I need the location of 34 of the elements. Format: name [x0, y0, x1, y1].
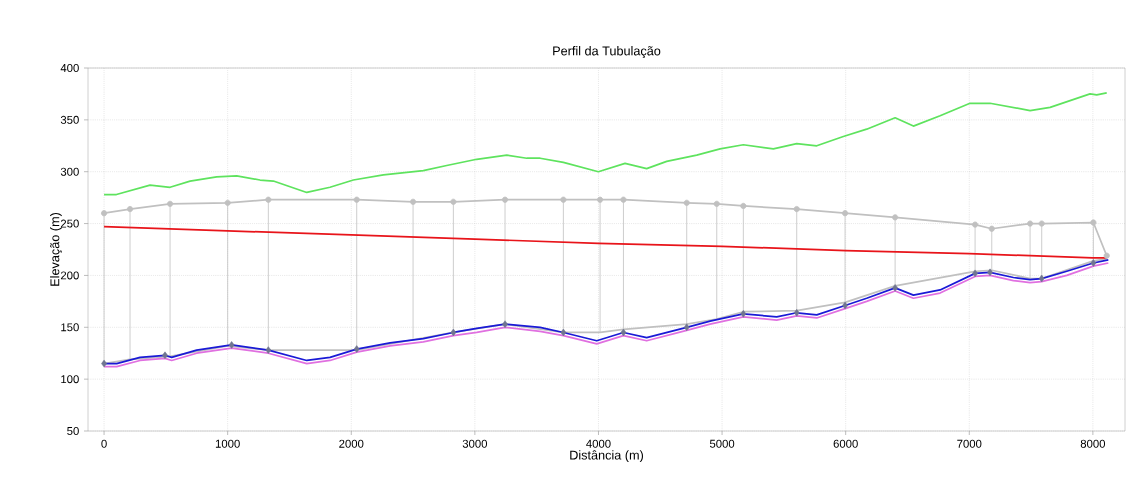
- y-tick-label: 250: [60, 219, 79, 228]
- x-tick-label: 7000: [957, 439, 982, 448]
- chart-title: Perfil da Tubulação: [553, 46, 661, 58]
- x-axis-title: Distância (m): [570, 450, 643, 463]
- x-tick-label: 3000: [462, 439, 488, 448]
- x-tick-label: 6000: [833, 439, 858, 448]
- point: [502, 320, 508, 328]
- y-tick-label: 200: [60, 271, 79, 280]
- y-tick-label: 100: [61, 375, 79, 384]
- point: [560, 328, 567, 337]
- x-tick-label: 8000: [1080, 439, 1106, 448]
- point: [1090, 259, 1097, 267]
- point: [353, 345, 360, 353]
- x-tick-label: 5000: [709, 439, 735, 448]
- point: [450, 328, 457, 337]
- x-tick-label: 0: [101, 439, 107, 448]
- point: [683, 323, 690, 332]
- y-tick-label: 300: [60, 167, 79, 176]
- point: [1038, 274, 1045, 283]
- line-series: [103, 92, 1108, 196]
- y-tick-label: 150: [61, 323, 79, 332]
- point: [228, 341, 235, 349]
- y-tick-label: 400: [60, 64, 79, 73]
- x-tick-label: 2000: [339, 439, 364, 448]
- point: [793, 309, 800, 317]
- y-axis-title: Elevação (m): [50, 213, 62, 286]
- point: [265, 346, 272, 354]
- y-tick-label: 50: [67, 427, 79, 436]
- x-tick-label: 4000: [586, 439, 611, 448]
- x-tick-label: 1000: [215, 439, 240, 448]
- point: [620, 328, 627, 337]
- y-tick-label: 350: [60, 115, 79, 124]
- point: [740, 310, 747, 318]
- point: [892, 284, 898, 292]
